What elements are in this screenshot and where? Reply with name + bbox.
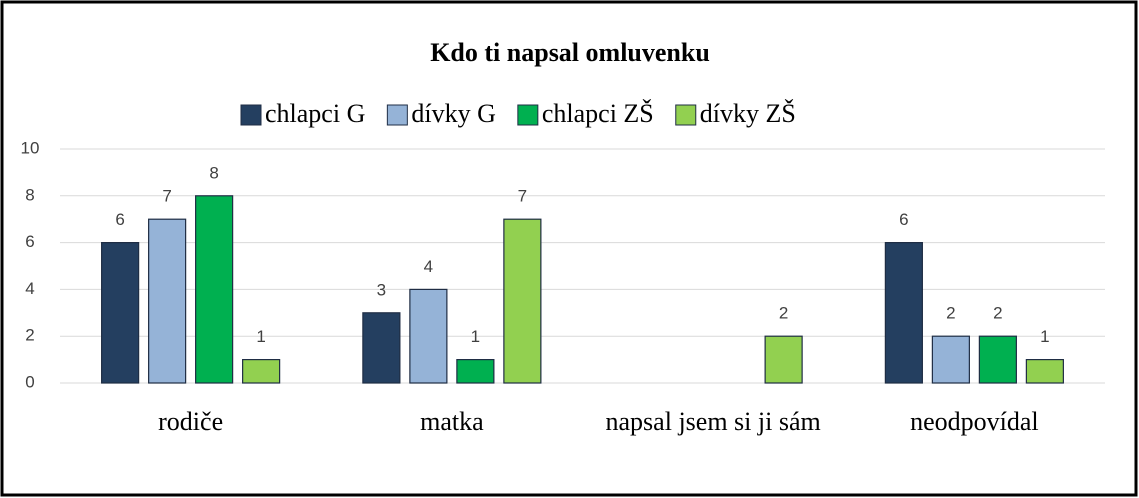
bar — [148, 218, 187, 384]
data-label: 2 — [946, 304, 955, 323]
data-label: 2 — [993, 304, 1002, 323]
legend-label: dívky ZŠ — [700, 99, 796, 128]
data-label: 1 — [471, 327, 480, 346]
data-label: 7 — [518, 187, 527, 206]
bar — [764, 335, 803, 384]
chart-title: Kdo ti napsal omluvenku — [430, 38, 710, 67]
x-tick-label: matka — [420, 407, 484, 436]
bar — [931, 335, 970, 384]
legend-label: dívky G — [411, 99, 496, 128]
x-tick-label: napsal jsem si ji sám — [606, 407, 821, 436]
data-label: 3 — [377, 280, 386, 299]
bar — [978, 335, 1017, 384]
data-label: 2 — [779, 304, 788, 323]
data-label: 4 — [424, 257, 433, 276]
legend-swatch — [386, 104, 408, 126]
bar — [503, 218, 542, 384]
bar — [456, 359, 495, 384]
data-label: 1 — [1040, 327, 1049, 346]
legend-label: chlapci ZŠ — [542, 99, 654, 128]
bar — [362, 312, 401, 384]
data-label: 6 — [899, 210, 908, 229]
bar — [1025, 359, 1064, 384]
bar — [101, 242, 140, 384]
x-tick-label: rodiče — [158, 407, 223, 436]
data-label: 1 — [256, 327, 265, 346]
data-label: 8 — [209, 163, 218, 182]
y-tick-label: 6 — [25, 232, 34, 251]
data-label: 7 — [162, 187, 171, 206]
data-label: 6 — [115, 210, 124, 229]
bar — [884, 242, 923, 384]
legend-label: chlapci G — [265, 99, 365, 128]
legend-swatch — [675, 104, 697, 126]
y-tick-label: 4 — [25, 279, 34, 298]
legend-swatch — [240, 104, 262, 126]
y-tick-label: 0 — [25, 372, 34, 391]
legend-swatch — [517, 104, 539, 126]
bar — [195, 195, 234, 384]
y-tick-label: 10 — [21, 138, 40, 157]
y-tick-label: 2 — [25, 326, 34, 345]
bar — [409, 288, 448, 384]
y-tick-label: 8 — [25, 185, 34, 204]
bar — [242, 359, 281, 384]
x-tick-label: neodpovídal — [910, 407, 1039, 436]
